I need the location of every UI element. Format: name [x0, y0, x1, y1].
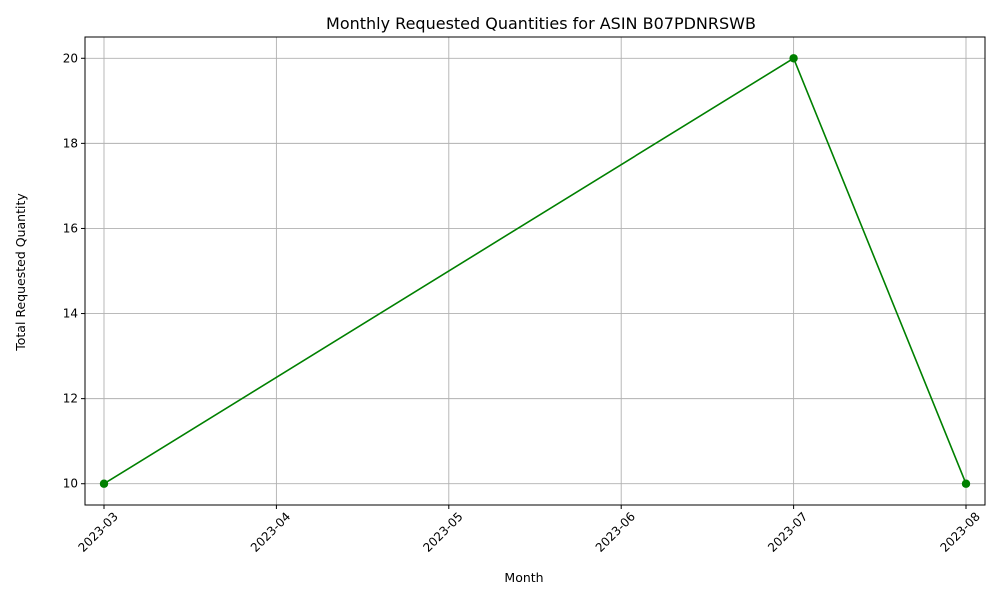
- y-tick-label: 20: [63, 51, 78, 65]
- grid-lines: [85, 37, 985, 505]
- data-point-marker: [99, 479, 109, 488]
- x-axis-label: Month: [504, 570, 543, 585]
- y-tick-label: 10: [63, 477, 78, 491]
- y-tick-label: 16: [63, 221, 78, 235]
- chart-title: Monthly Requested Quantities for ASIN B0…: [326, 14, 756, 33]
- data-point-marker: [789, 54, 798, 63]
- y-axis-label: Total Requested Quantity: [13, 193, 28, 352]
- plot-frame: [84, 36, 986, 506]
- y-tick-label: 14: [63, 307, 78, 321]
- data-point-marker: [961, 479, 971, 488]
- y-tick-label: 12: [63, 392, 78, 406]
- series-layer: [99, 54, 971, 488]
- y-tick-label: 18: [63, 136, 78, 150]
